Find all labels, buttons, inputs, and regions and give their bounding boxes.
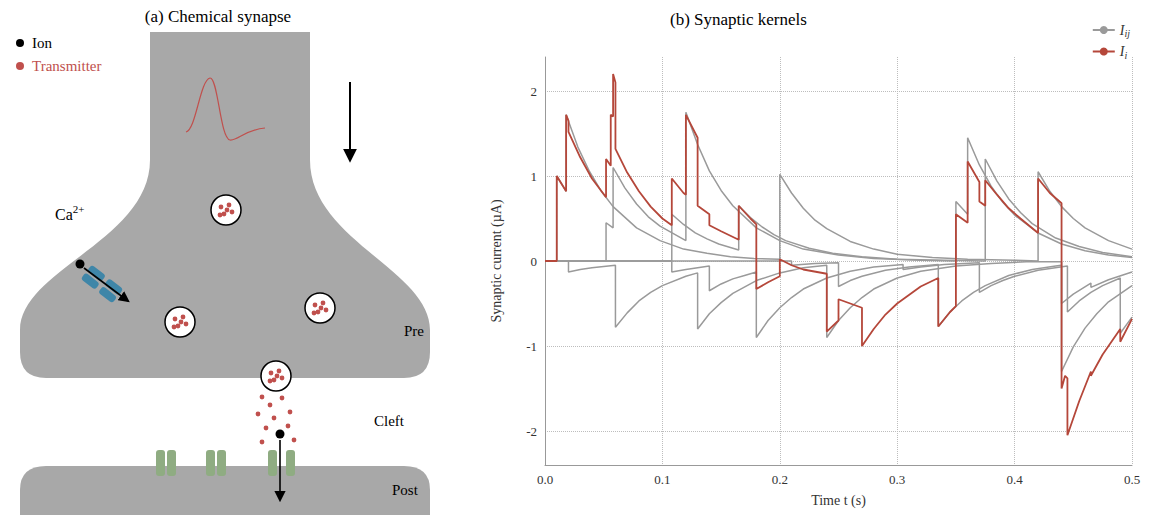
- svg-text:-2: -2: [526, 424, 537, 439]
- svg-text:0.3: 0.3: [889, 472, 905, 487]
- svg-text:Synaptic current (µA): Synaptic current (µA): [489, 199, 505, 322]
- svg-text:2: 2: [531, 84, 538, 99]
- svg-text:-1: -1: [526, 339, 537, 354]
- svg-text:Pre: Pre: [404, 323, 424, 339]
- svg-text:Post: Post: [392, 482, 419, 498]
- svg-text:0.4: 0.4: [1006, 472, 1023, 487]
- svg-text:0: 0: [531, 254, 538, 269]
- svg-text:(b) Synaptic kernels: (b) Synaptic kernels: [670, 10, 807, 29]
- svg-text:I: I: [1119, 44, 1125, 59]
- svg-text:Ion: Ion: [32, 35, 52, 51]
- svg-text:Ca2+: Ca2+: [55, 203, 85, 223]
- svg-text:0.5: 0.5: [1124, 472, 1140, 487]
- svg-text:i: i: [1124, 50, 1127, 61]
- svg-text:ij: ij: [1124, 28, 1130, 39]
- svg-text:0.1: 0.1: [654, 472, 670, 487]
- svg-text:(a) Chemical synapse: (a) Chemical synapse: [145, 7, 291, 26]
- svg-text:Transmitter: Transmitter: [32, 58, 101, 74]
- svg-text:Time t (s): Time t (s): [811, 493, 866, 509]
- svg-text:0.2: 0.2: [772, 472, 788, 487]
- svg-text:0.0: 0.0: [537, 472, 553, 487]
- svg-text:Cleft: Cleft: [374, 413, 405, 429]
- svg-text:1: 1: [531, 169, 538, 184]
- svg-text:I: I: [1119, 22, 1125, 38]
